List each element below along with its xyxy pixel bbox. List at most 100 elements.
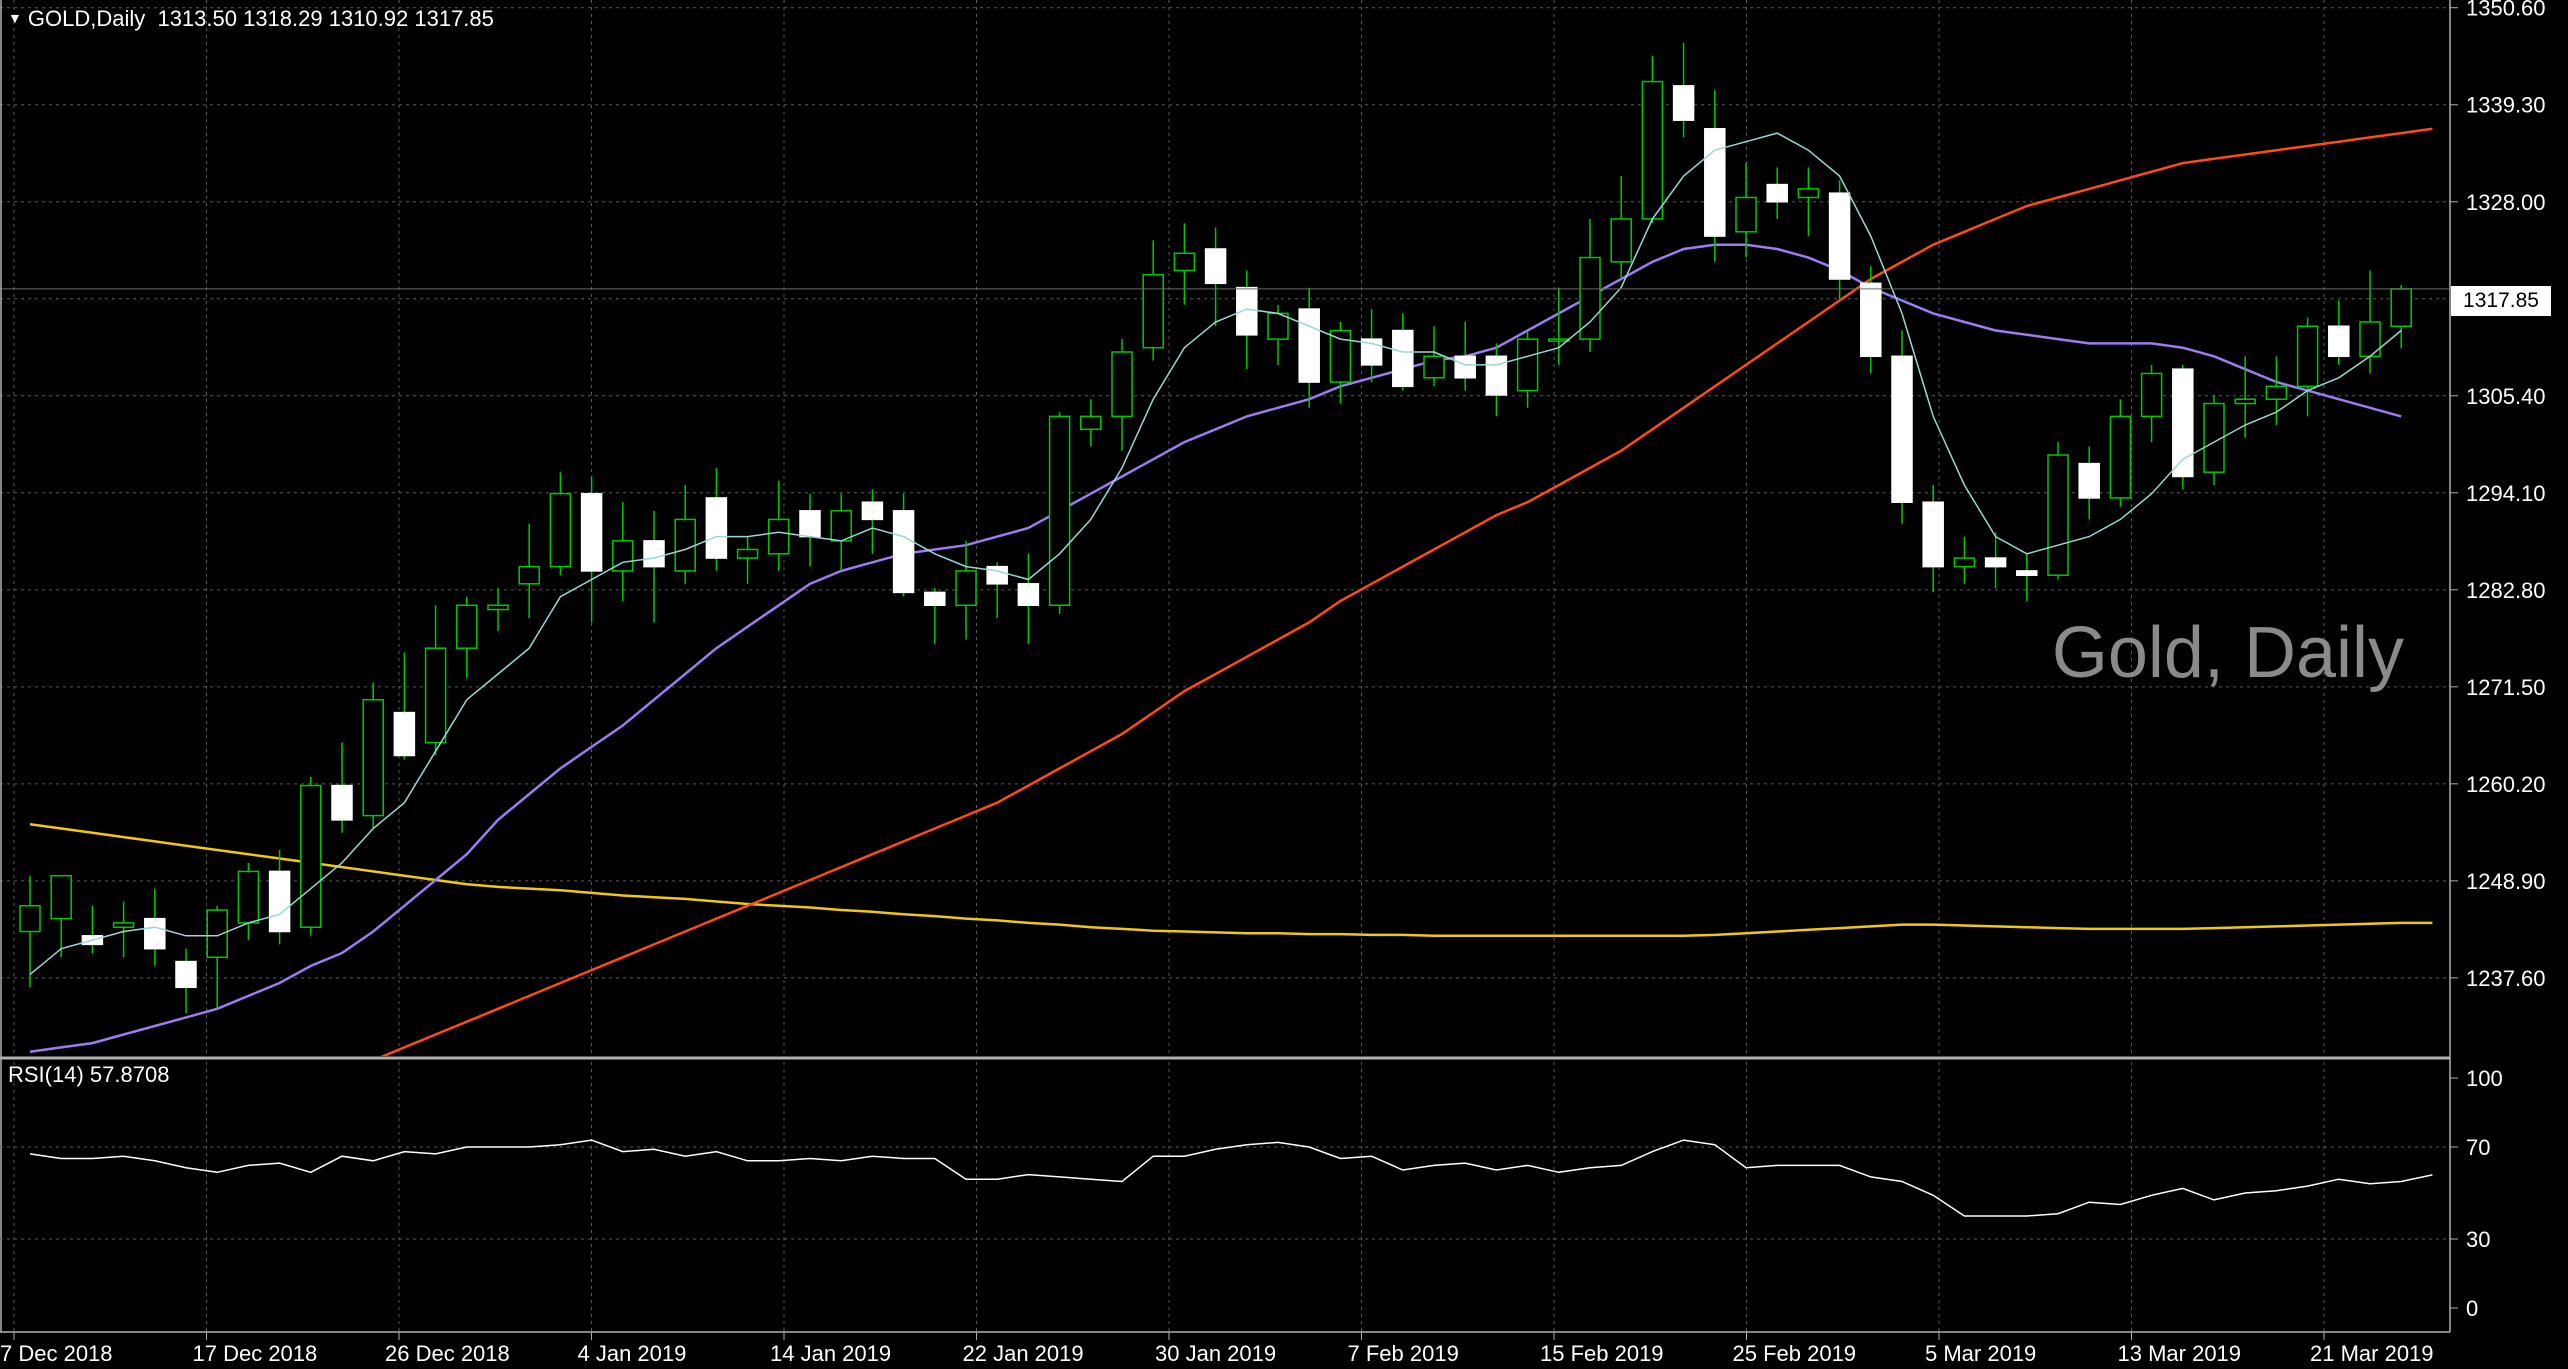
candle-up	[300, 784, 322, 928]
price-tick-label: 1282.80	[2466, 578, 2546, 603]
candle-down	[1922, 501, 1944, 568]
candle-up	[1329, 329, 1352, 383]
candle-down	[268, 870, 291, 933]
price-tick-label: 1237.60	[2466, 966, 2546, 991]
candle-up	[19, 905, 41, 933]
candle-up	[487, 604, 509, 611]
time-tick-label: 26 Dec 2018	[385, 1341, 510, 1366]
candle-up	[518, 565, 540, 585]
candle-down	[1704, 128, 1726, 237]
time-tick-label: 17 Dec 2018	[193, 1341, 318, 1366]
candle-up	[1797, 188, 1820, 199]
time-tick-label: 30 Jan 2019	[1155, 1341, 1276, 1366]
price-tick-label: 1248.90	[2466, 869, 2546, 894]
time-tick-label: 25 Feb 2019	[1733, 1341, 1857, 1366]
candle-up	[612, 540, 634, 572]
candlestick-series	[19, 42, 2412, 1014]
time-tick-label: 14 Jan 2019	[770, 1341, 891, 1366]
candle-down	[1860, 282, 1882, 358]
dropdown-triangle-icon[interactable]: ▼	[8, 10, 22, 26]
candle-up	[549, 492, 572, 568]
candle-up	[830, 510, 852, 542]
time-axis: 7 Dec 2018 17 Dec 2018 26 Dec 2018 4 Jan 20…	[0, 1332, 2434, 1366]
candle-up	[2047, 454, 2069, 576]
candle-down	[1392, 329, 1414, 388]
candle-up	[1048, 415, 1071, 607]
candle-up	[1548, 338, 1570, 342]
rsi-level-label: 30	[2466, 1227, 2490, 1252]
candle-up	[2390, 288, 2412, 327]
chart-header: ▼ GOLD,Daily 1313.50 1318.29 1310.92 1317…	[8, 6, 494, 32]
candle-down	[1828, 192, 1851, 280]
price-tick-label: 1328.00	[2466, 190, 2546, 215]
price-tick-label: 1271.50	[2466, 675, 2546, 700]
candle-up	[1267, 312, 1289, 340]
candle-down	[1672, 85, 1695, 121]
candle-down	[1298, 308, 1320, 383]
moving-average-mid	[29, 243, 2402, 1053]
candle-down	[2078, 462, 2100, 499]
candle-down	[393, 711, 416, 757]
rsi-level-label: 0	[2466, 1296, 2478, 1321]
candle-up	[2234, 398, 2256, 405]
candle-down	[1891, 355, 1913, 503]
candle-down	[1454, 355, 1476, 379]
chart-watermark: Gold, Daily	[2051, 613, 2404, 693]
ma-mid-line	[29, 243, 2402, 1053]
rsi-level-label: 70	[2466, 1135, 2490, 1160]
ma-long-line	[29, 822, 2433, 938]
moving-average-slow	[380, 127, 2433, 1056]
candle-up	[1173, 252, 1196, 272]
price-tick-label: 1294.10	[2466, 481, 2546, 506]
ma-fast-line	[29, 132, 2402, 975]
candle-up	[1735, 196, 1757, 233]
candle-down	[705, 497, 728, 559]
candle-down	[924, 591, 946, 607]
candle-down	[2016, 570, 2038, 576]
price-tick-label: 1339.30	[2466, 93, 2546, 118]
candle-down	[331, 784, 353, 821]
candle-up	[1142, 273, 1164, 349]
candle-up	[1111, 351, 1133, 418]
candle-down	[2328, 325, 2350, 358]
candle-up	[955, 570, 977, 607]
candle-up	[1516, 338, 1539, 392]
rsi-line	[29, 1139, 2433, 1217]
current-price-tag: 1317.85	[2451, 286, 2551, 316]
price-tick-label: 1350.60	[2466, 0, 2546, 21]
candle-down	[799, 510, 821, 538]
rsi-pane: 100 70 30 0	[0, 1066, 2503, 1321]
candle-up	[2203, 402, 2225, 473]
time-tick-label: 5 Mar 2019	[1925, 1341, 2036, 1366]
candle-down	[1017, 583, 1040, 607]
time-tick-label: 4 Jan 2019	[578, 1341, 687, 1366]
price-axis: 1350.601339.301328.001316.701305.401294.…	[0, 0, 2546, 1333]
candle-up	[456, 604, 478, 649]
candle-up	[1641, 80, 1664, 220]
time-tick-label: 13 Mar 2019	[2118, 1341, 2242, 1366]
candle-down	[892, 510, 915, 594]
price-tick-label: 1305.40	[2466, 384, 2546, 409]
ohlc-values: 1313.50 1318.29 1310.92 1317.85	[157, 6, 494, 31]
candle-up	[1953, 557, 1976, 568]
candle-down	[1204, 248, 1227, 285]
candle-up	[206, 909, 228, 959]
candle-up	[2296, 325, 2319, 388]
candle-up	[50, 874, 72, 920]
candle-up	[112, 922, 135, 928]
candle-down	[144, 917, 166, 950]
time-tick-label: 22 Jan 2019	[963, 1341, 1084, 1366]
candle-down	[643, 540, 665, 568]
chart-grid	[0, 0, 2450, 1332]
candle-up	[1610, 218, 1632, 263]
time-tick-label: 7 Dec 2018	[0, 1341, 113, 1366]
candle-down	[1485, 355, 1508, 396]
price-tick-label: 1260.20	[2466, 772, 2546, 797]
candle-up	[768, 518, 790, 555]
candle-up	[1423, 355, 1445, 379]
candle-up	[674, 518, 696, 572]
candle-up	[1080, 415, 1102, 431]
candle-down	[1766, 183, 1788, 203]
time-tick-label: 15 Feb 2019	[1540, 1341, 1664, 1366]
